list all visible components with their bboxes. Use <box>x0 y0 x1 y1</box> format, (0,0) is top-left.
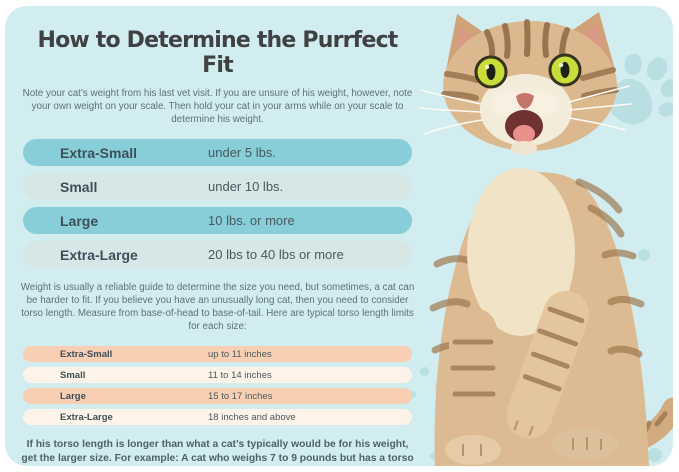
footer-note: If his torso length is longer than what … <box>21 439 414 464</box>
weight-table-row: Small under 10 lbs. <box>23 173 412 200</box>
torso-table-row: Extra-Large 18 inches and above <box>23 409 412 425</box>
weight-size-table: Extra-Small under 5 lbs. Small under 10 … <box>23 139 412 268</box>
size-value: 11 to 14 inches <box>208 369 272 381</box>
content-column: How to Determine the Purrfect Fit Note y… <box>20 20 415 466</box>
size-label: Small <box>60 178 98 195</box>
info-card: How to Determine the Purrfect Fit Note y… <box>5 6 673 466</box>
size-label: Large <box>60 212 99 229</box>
page-title: How to Determine the Purrfect Fit <box>37 28 398 78</box>
paw-print-icon <box>608 54 673 125</box>
size-label: Small <box>60 369 86 381</box>
torso-length-table: Extra-Small up to 11 inches Small 11 to … <box>23 346 412 425</box>
size-value: 10 lbs. or more <box>208 213 295 228</box>
cat-head <box>419 12 632 155</box>
size-label: Extra-Large <box>60 411 113 423</box>
size-label: Extra-Small <box>60 348 113 360</box>
size-value: 18 inches and above <box>208 411 296 423</box>
size-label: Extra-Large <box>60 246 138 263</box>
torso-table-row: Small 11 to 14 inches <box>23 367 412 383</box>
torso-table-row: Extra-Small up to 11 inches <box>23 346 412 362</box>
dot-decoration <box>409 391 416 398</box>
dot-decoration <box>638 249 650 261</box>
weight-table-row: Extra-Large 20 lbs to 40 lbs or more <box>23 241 412 268</box>
torso-table-row: Large 15 to 17 inches <box>23 388 412 404</box>
torso-paragraph: Weight is usually a reliable guide to de… <box>20 282 415 332</box>
size-value: under 5 lbs. <box>208 145 276 160</box>
size-value: 15 to 17 inches <box>208 390 273 402</box>
intro-paragraph: Note your cat’s weight from his last vet… <box>22 88 413 125</box>
size-value: 20 lbs to 40 lbs or more <box>208 247 344 262</box>
size-label: Extra-Small <box>60 144 138 161</box>
size-value: up to 11 inches <box>208 348 272 360</box>
dot-decoration <box>420 367 429 376</box>
weight-table-row: Large 10 lbs. or more <box>23 207 412 234</box>
weight-table-row: Extra-Small under 5 lbs. <box>23 139 412 166</box>
dot-decoration <box>648 448 662 462</box>
size-value: under 10 lbs. <box>208 179 284 194</box>
cat-illustration <box>419 12 673 466</box>
size-label: Large <box>60 390 86 402</box>
